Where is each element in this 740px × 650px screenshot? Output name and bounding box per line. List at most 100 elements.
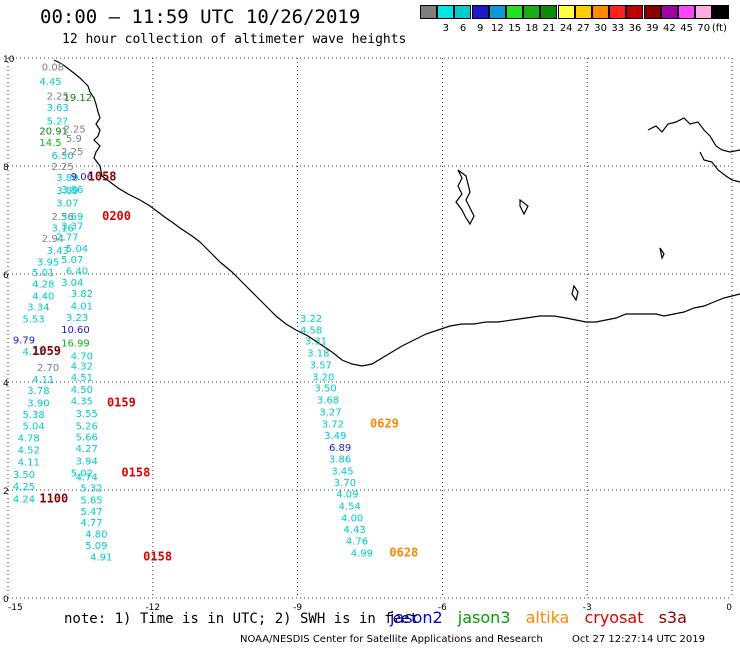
coastline-fragment-6 xyxy=(659,247,665,260)
pass-time-labels: 1058 0200 1059 0159 0158 1100 0158 0629 0628 xyxy=(32,170,418,564)
pass-time: 0628 xyxy=(389,545,418,559)
swh-value: 3.95 xyxy=(37,257,59,268)
swh-value: 4.11 xyxy=(18,458,40,469)
legend-swatch xyxy=(437,5,455,19)
swh-value: 2.70 xyxy=(37,363,59,374)
footer: NOAA/NESDIS Center for Satellite Applica… xyxy=(240,634,705,645)
legend-swatch xyxy=(626,5,644,19)
swh-value: 14.5 xyxy=(39,138,61,149)
swh-value: 3.16 xyxy=(51,223,73,234)
legend-label: 27 xyxy=(577,23,590,34)
swh-value: 2.25 xyxy=(64,125,86,136)
swh-value: 3.37 xyxy=(61,222,83,233)
legend-swatch xyxy=(660,5,678,19)
swh-value: 4.01 xyxy=(71,302,93,313)
coastline-west-africa xyxy=(53,59,740,367)
swh-value: 2.25 xyxy=(51,162,73,173)
legend-swatch xyxy=(506,5,523,19)
mission-jason3: jason3 xyxy=(457,608,511,627)
legend-swatch xyxy=(643,5,661,19)
lon-tick-label: -12 xyxy=(145,603,160,613)
swh-value: 4.25 xyxy=(13,482,35,493)
legend-label: 42 xyxy=(663,23,676,34)
mission-cryosat: cryosat xyxy=(584,608,644,627)
swh-value: 4.22 xyxy=(22,347,44,358)
coastline-fragment-2 xyxy=(699,151,740,183)
lon-tick-label: -3 xyxy=(583,603,592,613)
pass-time: 1100 xyxy=(39,491,68,505)
legend-swatch xyxy=(592,5,609,19)
swh-value: 16.99 xyxy=(61,338,90,349)
coastline-fragment-5 xyxy=(571,284,579,302)
legend-swatch xyxy=(695,5,713,19)
swh-value: 3.43 xyxy=(47,246,69,257)
swh-value: 3.55 xyxy=(76,409,98,420)
legend-swatch xyxy=(420,5,437,19)
swh-value: 4.99 xyxy=(351,548,373,559)
swh-value: 4.00 xyxy=(341,513,363,524)
legend-label: 36 xyxy=(628,23,642,34)
legend-swatch xyxy=(471,5,489,19)
swh-value: 3.50 xyxy=(314,384,336,395)
pass-time: 0200 xyxy=(102,209,131,223)
lat-tick-label: 0 xyxy=(3,595,9,605)
swh-value: 4.91 xyxy=(90,553,112,564)
coastline xyxy=(53,59,740,367)
swh-value: 5.9 xyxy=(66,134,82,145)
swh-value: 5.32 xyxy=(80,484,102,495)
lat-tick-label: 6 xyxy=(3,271,9,281)
legend-label: 18 xyxy=(525,23,539,34)
swh-value: 2.25 xyxy=(47,92,69,103)
footer-credit: NOAA/NESDIS Center for Satellite Applica… xyxy=(240,634,543,645)
swh-value: 4.40 xyxy=(32,291,54,302)
swh-value: 2.77 xyxy=(56,233,78,244)
lat-tick-label: 2 xyxy=(3,487,9,497)
legend-swatch xyxy=(609,5,627,19)
legend-label: 30 xyxy=(594,23,607,34)
map-title: 00:00 — 11:59 UTC 10/26/2019 xyxy=(40,6,361,28)
legend-label: 9 xyxy=(477,23,484,34)
swh-value: 3.94 xyxy=(76,457,98,468)
swh-value: 3.07 xyxy=(56,199,78,210)
legend-label: 33 xyxy=(611,23,625,34)
swh-value: 5.66 xyxy=(76,432,98,443)
swh-value: 5.47 xyxy=(80,507,102,518)
coastline-fragment-4 xyxy=(519,198,529,216)
swh-value: 5.04 xyxy=(22,422,44,433)
mission-s3a: s3a xyxy=(658,608,687,627)
swh-value: 20.91 xyxy=(39,127,68,138)
swh-value: 3.90 xyxy=(27,398,49,409)
swh-value: 4.45 xyxy=(39,77,61,88)
note-text: note: 1) Time is in UTC; 2) SWH is in fe… xyxy=(64,611,419,627)
mission-legend: jason2 jason3 altika cryosat s3a xyxy=(390,608,697,627)
swh-value: 10.60 xyxy=(61,325,90,336)
pass-time: 0159 xyxy=(107,395,136,409)
swh-value: 3.22 xyxy=(300,314,322,325)
swh-value: 4.74 xyxy=(76,472,98,483)
lon-tick-label: 0 xyxy=(726,603,732,613)
lon-tick-label: -6 xyxy=(438,603,447,613)
legend-swatch xyxy=(557,5,575,19)
swh-value: 4.50 xyxy=(71,385,93,396)
coastline-fragment-3 xyxy=(455,169,475,226)
swh-value: 3.45 xyxy=(331,466,353,477)
lat-tick-label: 4 xyxy=(3,379,9,389)
swh-value: 3.23 xyxy=(66,313,88,324)
legend-label: 6 xyxy=(459,23,467,34)
swh-value: 3.27 xyxy=(319,407,341,418)
swh-value: 3.50 xyxy=(13,470,35,481)
swh-value: 6.89 xyxy=(329,443,351,454)
swh-value: 4.54 xyxy=(339,501,361,512)
pass-time: 0158 xyxy=(121,466,150,480)
swh-value: 3.89 xyxy=(56,186,78,197)
pass-time: 0158 xyxy=(143,550,172,564)
swh-value: 3.86 xyxy=(61,185,83,196)
swh-value: 6.30 xyxy=(51,151,73,162)
legend-swatch xyxy=(712,5,730,19)
pass-time: 0629 xyxy=(370,416,399,430)
legend-swatch xyxy=(574,5,592,19)
axis-ticks: -15 -12 -9 -6 -3 0 0 2 4 6 8 10 xyxy=(3,55,732,613)
swh-value: 4.27 xyxy=(76,444,98,455)
swh-value: 3.68 xyxy=(317,396,339,407)
